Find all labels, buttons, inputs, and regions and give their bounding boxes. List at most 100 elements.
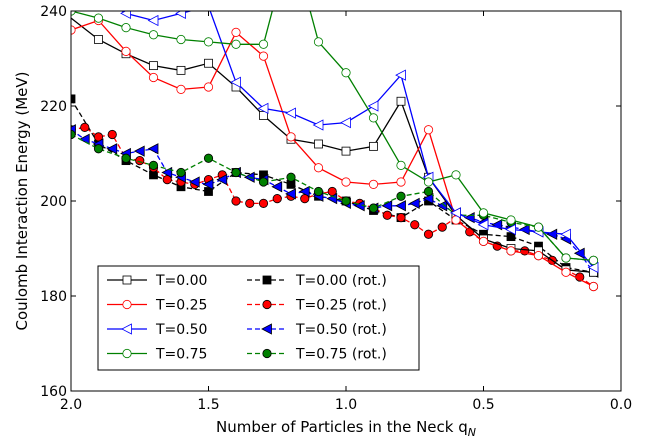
data-point-t-0-50-rot (381, 200, 393, 212)
data-point-t-0-75-rot (93, 144, 104, 154)
data-point-t-0-75 (368, 113, 379, 123)
legend-label-t-0-00: T=0.00 (155, 273, 207, 289)
data-point-t-0-25 (561, 267, 571, 277)
series-t-0-25 (71, 15, 599, 292)
data-point-t-0-75 (231, 39, 241, 49)
legend: T=0.00 T=0.25 T=0.50 T=0.75 T=0.00 (rot.) T=0… (97, 265, 420, 371)
data-point-t-0-50 (395, 69, 406, 81)
data-point-t-0-50-rot (395, 200, 406, 212)
data-point-t-0-50 (450, 207, 461, 219)
data-point-t-0-25-rot (245, 198, 255, 208)
data-point-t-0-50 (340, 116, 351, 129)
data-point-t-0-25-rot (107, 129, 117, 140)
data-point-t-0-50 (120, 11, 131, 20)
data-point-t-0-75 (588, 255, 599, 265)
data-point-t-0-50 (94, 0, 104, 2)
data-point-t-0-25 (396, 177, 406, 187)
series-line-t-0-25-rot (71, 126, 594, 288)
data-point-t-0-75-rot (148, 160, 159, 170)
data-point-t-0-00 (369, 141, 378, 151)
data-point-t-0-25-rot (258, 198, 269, 208)
legend-label-t-0-25: T=0.25 (155, 298, 207, 314)
y-tick-label: 200 (40, 194, 67, 210)
data-point-t-0-00 (396, 96, 406, 106)
data-point-t-0-50-rot (147, 143, 159, 155)
data-point-t-0-25-rot (272, 194, 282, 204)
legend-entry-t-0-50: T=0.50 (107, 322, 207, 338)
x-tick-label: 2.0 (60, 397, 82, 413)
data-point-t-0-50 (285, 107, 296, 119)
legend-label-t-0-50: T=0.50 (155, 322, 207, 338)
x-tick-label: 1.0 (335, 397, 357, 413)
data-point-t-0-50-rot (422, 192, 434, 205)
series-t-0-75 (71, 11, 599, 265)
y-tick-label: 220 (40, 99, 67, 115)
data-point-t-0-75 (341, 68, 351, 78)
legend-marker-t-0-75-rot (262, 348, 272, 359)
data-point-t-0-75-rot (341, 196, 351, 206)
data-point-t-0-50 (505, 223, 516, 236)
legend-marker-t-0-75 (122, 348, 132, 359)
data-point-t-0-00 (40, 0, 48, 1)
data-point-t-0-25-rot (423, 229, 434, 239)
data-point-t-0-75-rot (368, 203, 379, 213)
data-point-t-0-25 (588, 281, 599, 292)
data-point-t-0-75-rot (396, 191, 406, 201)
data-point-t-0-25 (423, 125, 434, 135)
data-point-t-0-75 (203, 37, 214, 47)
data-point-t-0-50-rot (298, 185, 310, 198)
x-axis-label: Number of Particles in the Neck qN (216, 418, 476, 439)
data-point-t-0-50 (367, 100, 379, 112)
data-point-t-0-00 (204, 58, 213, 68)
data-point-t-0-50-rot (518, 223, 530, 236)
data-point-t-0-25-rot (135, 156, 145, 166)
legend-entry-t-0-75: T=0.75 (107, 347, 207, 363)
data-point-t-0-50-rot (188, 176, 200, 188)
data-point-t-0-75-rot (121, 153, 131, 163)
legend-label-t-0-00-rot: T=0.00 (rot.) (295, 273, 387, 289)
data-point-t-0-00 (259, 111, 268, 120)
data-point-t-0-75 (478, 208, 489, 218)
series-line-t-0-25 (71, 19, 594, 288)
legend-frame (97, 265, 420, 371)
legend-label-t-0-50-rot: T=0.50 (rot.) (295, 322, 387, 338)
data-point-t-0-25-rot (80, 122, 90, 132)
data-point-t-0-75 (451, 170, 461, 180)
data-point-t-0-50-rot (106, 143, 118, 155)
data-point-t-0-25-rot (437, 222, 447, 232)
data-point-t-0-75 (313, 37, 324, 47)
legend-marker-t-0-25 (122, 299, 132, 310)
y-tick-label: 240 (40, 4, 67, 20)
data-point-t-0-75-rot (203, 153, 214, 163)
legend-label-t-0-25-rot: T=0.25 (rot.) (295, 298, 387, 314)
data-point-t-0-50-rot (408, 197, 420, 210)
data-point-t-0-50-rot (271, 181, 283, 193)
y-tick-label: 160 (40, 384, 67, 400)
data-point-t-0-50 (211, 11, 214, 12)
data-point-t-0-75-rot (258, 177, 269, 187)
data-point-t-0-75 (93, 13, 104, 23)
data-point-t-0-50 (230, 76, 241, 88)
data-point-t-0-25 (121, 46, 131, 56)
data-point-t-0-75 (561, 253, 571, 263)
data-point-t-0-00 (149, 61, 158, 71)
legend-entry-t-0-25-rot: T=0.25 (rot.) (247, 298, 387, 314)
data-point-t-0-75-rot (231, 167, 241, 178)
data-point-t-0-25 (533, 251, 544, 261)
data-point-t-0-50 (587, 261, 599, 274)
series-layer (40, 0, 599, 292)
data-point-t-0-50 (477, 219, 489, 231)
data-point-t-0-25 (313, 163, 324, 173)
data-point-t-0-50 (257, 102, 269, 115)
data-point-t-0-25-rot (410, 220, 420, 230)
data-point-t-0-50 (560, 228, 571, 240)
data-point-t-0-50-rot (78, 133, 90, 145)
data-point-t-0-00 (314, 139, 323, 149)
legend-entry-t-0-75-rot: T=0.75 (rot.) (247, 347, 387, 363)
data-point-t-0-25 (506, 246, 516, 256)
data-point-t-0-75-rot (176, 167, 186, 178)
legend-marker-t-0-00-rot (262, 275, 272, 285)
x-tick-label: 0.0 (610, 397, 632, 413)
legend-marker-t-0-50 (121, 323, 132, 335)
